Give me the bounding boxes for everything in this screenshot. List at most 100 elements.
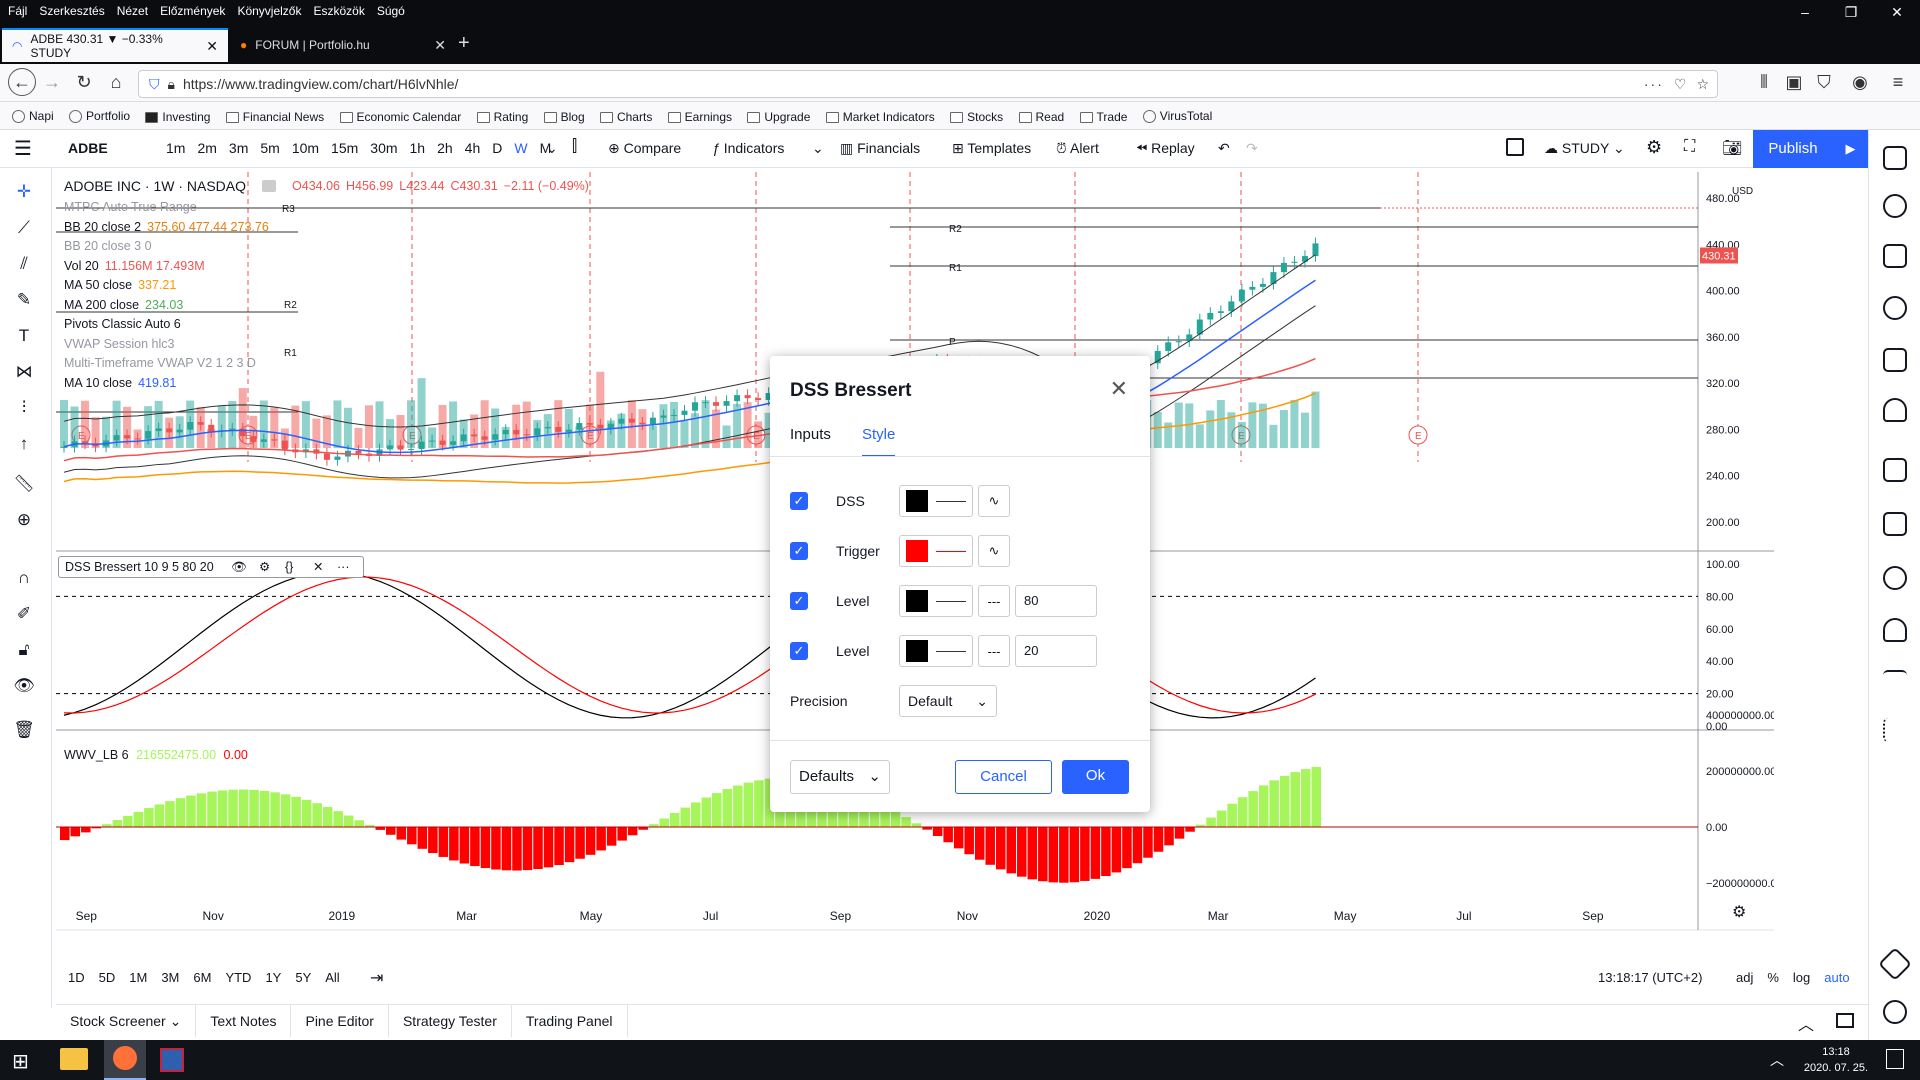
range-1y[interactable]: 1Y — [265, 970, 282, 985]
interval-D[interactable]: D — [492, 140, 503, 156]
interval-5m[interactable]: 5m — [260, 140, 280, 156]
alert-button[interactable]: ⏰︎ Alert — [1056, 140, 1099, 157]
windows-start-icon[interactable]: ⊞ — [12, 1051, 29, 1073]
layers-icon[interactable] — [1878, 947, 1912, 981]
action-center-icon[interactable] — [1886, 1049, 1904, 1069]
eye-icon[interactable]: 👁︎ — [13, 676, 35, 695]
legend-item[interactable]: Multi-Timeframe VWAP V2 1 2 3 D — [64, 354, 589, 374]
trendline-icon[interactable]: ⟋ — [18, 218, 30, 237]
symbol-search[interactable]: ADBE — [68, 140, 108, 156]
tab-stock-screener[interactable]: Stock Screener ⌄ — [56, 1005, 197, 1037]
dom-icon[interactable] — [1883, 718, 1907, 742]
range-5d[interactable]: 5D — [98, 970, 116, 985]
tab-style[interactable]: Style — [862, 426, 896, 457]
chat-icon[interactable] — [1883, 458, 1907, 482]
help-icon[interactable] — [1883, 1000, 1907, 1024]
prediction-icon[interactable]: ⫶ — [21, 398, 27, 417]
level-value-input[interactable]: 80 — [1015, 585, 1097, 617]
bookmark-blog[interactable]: Blog — [543, 103, 585, 131]
account-icon[interactable]: ◉ — [1852, 72, 1868, 92]
close-window-icon[interactable]: ✕ — [1891, 4, 1903, 20]
interval-10m[interactable]: 10m — [291, 140, 320, 156]
interval-2m[interactable]: 2m — [197, 140, 217, 156]
menu-tools[interactable]: Eszközök — [313, 4, 365, 18]
more-icon[interactable]: ··· — [337, 560, 350, 574]
interval-1h[interactable]: 1h — [409, 140, 426, 156]
legend-item[interactable]: Vol 20 11.156M 17.493M — [64, 257, 589, 277]
bookmark-stocks[interactable]: Stocks — [950, 103, 1003, 131]
chevron-down-icon[interactable]: ⌄ — [812, 140, 824, 156]
watchlist-icon[interactable] — [1883, 146, 1907, 170]
chevron-up-icon[interactable]: ︿ — [1798, 1017, 1815, 1034]
tab-trading-panel[interactable]: Trading Panel — [512, 1005, 628, 1037]
undo-icon[interactable]: ↶ — [1218, 140, 1230, 156]
messages-icon[interactable] — [1883, 512, 1907, 536]
interval-3m[interactable]: 3m — [228, 140, 249, 156]
data-window-icon[interactable] — [1883, 244, 1907, 268]
menu-help[interactable]: Súgó — [376, 4, 405, 18]
zoom-in-icon[interactable]: ⊕ — [16, 510, 32, 529]
trigger-checkbox[interactable]: ✓ — [790, 542, 808, 560]
menu-icon[interactable]: ≡ — [1892, 72, 1904, 92]
date-range-icon[interactable]: ⇥ — [370, 970, 384, 987]
fullscreen-layout-icon[interactable] — [1506, 138, 1524, 156]
more-icon[interactable]: ··· — [1643, 76, 1664, 92]
magnet-icon[interactable]: ∩ — [17, 568, 31, 587]
bookmark-read[interactable]: Read — [1018, 103, 1064, 131]
close-tab-icon[interactable]: ✕ — [434, 36, 446, 53]
eye-icon[interactable]: 👁︎ — [231, 560, 247, 574]
bookmark-portfolio[interactable]: Portfolio — [69, 102, 130, 130]
bookmark-trade[interactable]: Trade — [1079, 103, 1127, 131]
publish-play-icon[interactable]: ▶ — [1833, 130, 1868, 168]
text-icon[interactable]: T — [18, 326, 30, 345]
hamburger-icon[interactable]: ☰ — [14, 138, 32, 160]
file-explorer-icon[interactable] — [60, 1048, 88, 1070]
ideas-icon[interactable] — [1883, 398, 1907, 422]
legend-item[interactable]: MA 200 close 234.03 — [64, 296, 589, 316]
legend-item[interactable]: MA 50 close 337.21 — [64, 276, 589, 296]
close-icon[interactable]: ✕ — [1109, 376, 1128, 401]
fullscreen-icon[interactable]: ⛶ — [1684, 138, 1696, 155]
taskbar-clock[interactable]: 13:18 2020. 07. 25. — [1800, 1044, 1872, 1076]
tab-strategy-tester[interactable]: Strategy Tester — [389, 1005, 512, 1037]
chevron-down-icon[interactable]: ⌄ — [546, 140, 558, 156]
line-style-button[interactable]: --- — [978, 585, 1010, 617]
interval-30m[interactable]: 30m — [370, 140, 398, 156]
interval-1m[interactable]: 1m — [166, 140, 186, 156]
defaults-button[interactable]: Defaults ⌄ — [790, 760, 890, 794]
templates-button[interactable]: ⊞ Templates — [952, 140, 1031, 157]
url-text[interactable]: https://www.tradingview.com/chart/H6lvNh… — [182, 76, 459, 92]
bookmark-virustotal[interactable]: VirusTotal — [1142, 102, 1212, 130]
plot-type-button[interactable]: ∿ — [978, 485, 1010, 517]
percent-toggle[interactable]: % — [1767, 970, 1779, 985]
arrow-up-icon[interactable]: ↑ — [19, 434, 29, 453]
minimize-icon[interactable]: – — [1801, 4, 1809, 20]
calendar-icon[interactable] — [1883, 348, 1907, 372]
sidebar-icon[interactable]: ▣ — [1785, 72, 1803, 92]
interval-4h[interactable]: 4h — [464, 140, 481, 156]
source-code-icon[interactable]: {} — [285, 560, 294, 574]
bookmark-market-indicators[interactable]: Market Indicators — [825, 103, 935, 131]
log-toggle[interactable]: log — [1792, 970, 1811, 985]
maximize-panel-icon[interactable] — [1836, 1013, 1854, 1028]
pattern-icon[interactable]: ⋈ — [15, 362, 33, 381]
legend-item[interactable]: Pivots Classic Auto 6 — [64, 315, 589, 335]
ok-button[interactable]: Ok — [1062, 760, 1129, 794]
app-icon[interactable] — [160, 1048, 184, 1072]
line-style-button[interactable]: --- — [978, 635, 1010, 667]
star-icon[interactable]: ☆ — [1696, 75, 1709, 92]
interval-15m[interactable]: 15m — [331, 140, 359, 156]
remove-icon[interactable]: ✕ — [313, 560, 324, 574]
tab-portfolio[interactable]: ● FORUM | Portfolio.hu ✕ — [230, 28, 456, 62]
lock-drawing-icon[interactable]: ✐ — [16, 604, 32, 623]
interval-M[interactable]: M — [539, 140, 552, 156]
level-value-input[interactable]: 20 — [1015, 635, 1097, 667]
layout-button[interactable]: ☁︎ STUDY ⌄ — [1544, 140, 1625, 156]
pocket-icon[interactable]: ♡ — [1673, 75, 1687, 92]
dss-legend[interactable]: DSS Bressert 10 9 5 80 20 👁︎ ⚙ {} ✕ ··· — [58, 556, 364, 578]
tab-pine-editor[interactable]: Pine Editor — [291, 1005, 389, 1037]
range-1d[interactable]: 1D — [68, 970, 85, 985]
fib-icon[interactable]: ⫽ — [20, 254, 28, 273]
bookmark-napi[interactable]: Napi — [12, 102, 54, 130]
menu-view[interactable]: Nézet — [116, 4, 149, 18]
